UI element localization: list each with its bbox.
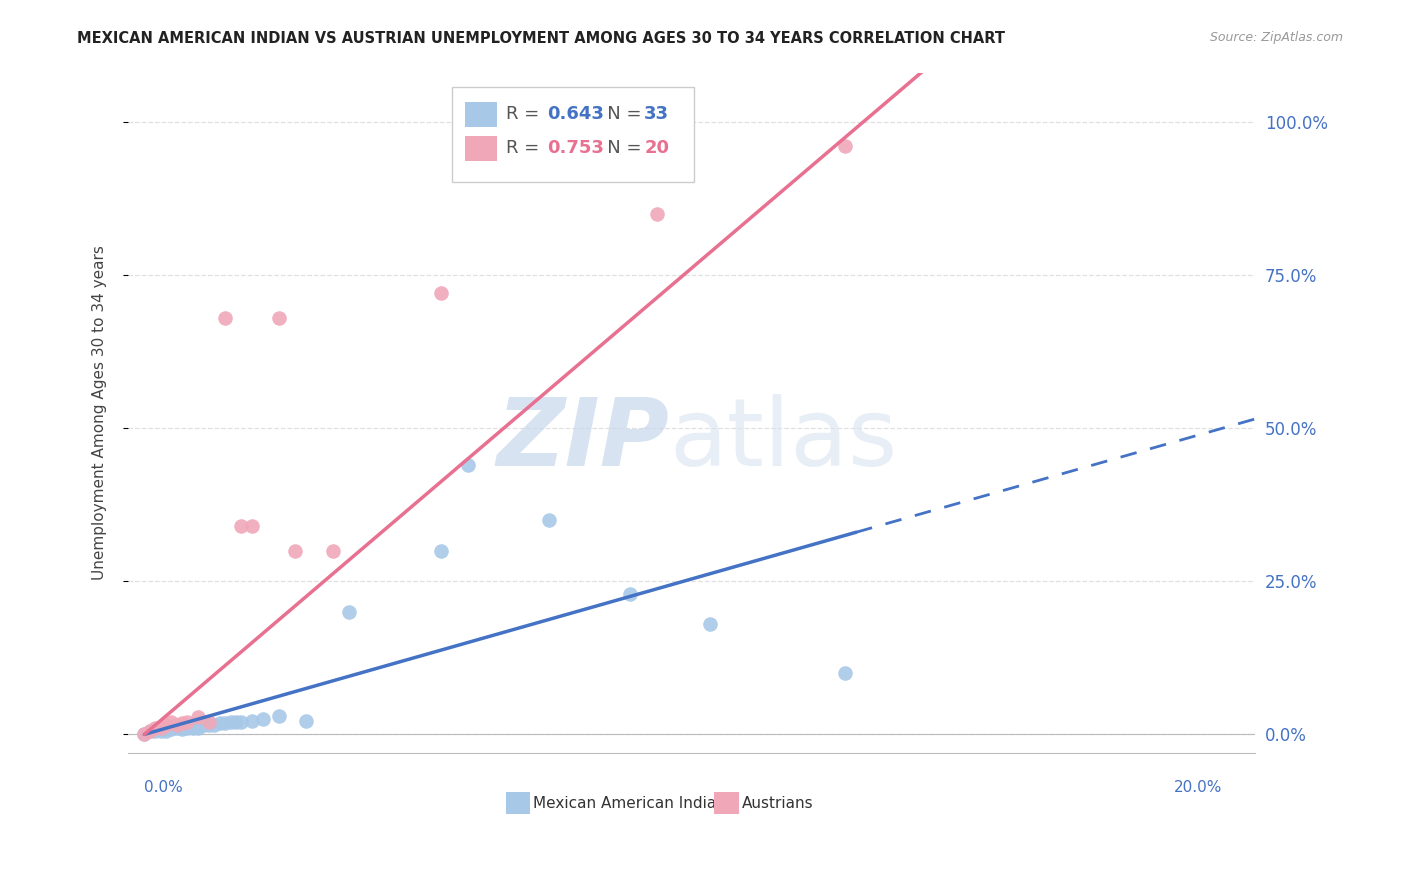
Point <box>166 721 188 735</box>
Point <box>160 721 183 735</box>
Point <box>176 721 198 735</box>
Text: R =: R = <box>506 104 544 123</box>
Point <box>134 727 156 741</box>
Point <box>252 712 274 726</box>
Point <box>219 715 242 730</box>
Point <box>231 519 253 533</box>
Point <box>231 715 253 730</box>
Point <box>138 724 160 739</box>
Text: N =: N = <box>591 104 647 123</box>
Point <box>149 721 172 735</box>
Text: ZIP: ZIP <box>496 394 669 486</box>
Point <box>214 310 236 325</box>
Text: MEXICAN AMERICAN INDIAN VS AUSTRIAN UNEMPLOYMENT AMONG AGES 30 TO 34 YEARS CORRE: MEXICAN AMERICAN INDIAN VS AUSTRIAN UNEM… <box>77 31 1005 46</box>
Text: 33: 33 <box>644 104 669 123</box>
Point <box>269 310 291 325</box>
Point <box>160 723 183 737</box>
Point <box>172 720 194 734</box>
Point <box>198 718 221 732</box>
Text: 0.0%: 0.0% <box>145 780 183 796</box>
Bar <box>465 102 496 128</box>
Point <box>193 718 215 732</box>
Point <box>699 617 721 632</box>
Bar <box>714 792 740 814</box>
Y-axis label: Unemployment Among Ages 30 to 34 years: Unemployment Among Ages 30 to 34 years <box>93 245 107 581</box>
Point <box>187 710 209 724</box>
Point <box>240 519 263 533</box>
Point <box>138 724 160 739</box>
Point <box>337 605 360 619</box>
Text: Source: ZipAtlas.com: Source: ZipAtlas.com <box>1209 31 1343 45</box>
Bar <box>506 792 530 814</box>
Text: 0.753: 0.753 <box>547 139 605 157</box>
Text: 0.643: 0.643 <box>547 104 605 123</box>
Text: 20.0%: 20.0% <box>1174 780 1223 796</box>
Point <box>834 139 856 153</box>
Text: 20: 20 <box>644 139 669 157</box>
FancyBboxPatch shape <box>451 87 693 182</box>
Point <box>457 458 479 472</box>
Point <box>143 724 166 739</box>
Point <box>204 718 226 732</box>
Point <box>208 716 231 731</box>
Point <box>176 715 198 730</box>
Point <box>187 720 209 734</box>
Text: atlas: atlas <box>669 394 897 486</box>
Point <box>284 543 307 558</box>
Point <box>834 666 856 681</box>
Point <box>619 586 641 600</box>
Point <box>269 709 291 723</box>
Point <box>322 543 344 558</box>
Text: Mexican American Indians: Mexican American Indians <box>533 796 734 811</box>
Text: N =: N = <box>591 139 647 157</box>
Point <box>240 714 263 728</box>
Point <box>166 718 188 732</box>
Point <box>143 721 166 735</box>
Point <box>149 724 172 739</box>
Point <box>181 721 204 735</box>
Point <box>645 207 668 221</box>
Point <box>295 714 318 728</box>
Point <box>225 715 247 730</box>
Point <box>134 727 156 741</box>
Point <box>430 286 453 301</box>
Text: R =: R = <box>506 139 544 157</box>
Point <box>155 718 177 732</box>
Point <box>155 724 177 739</box>
Point <box>160 715 183 730</box>
Point <box>430 543 453 558</box>
Point <box>537 513 560 527</box>
Point <box>172 716 194 731</box>
Point <box>172 723 194 737</box>
Bar <box>465 136 496 161</box>
Point <box>187 721 209 735</box>
Point <box>214 716 236 731</box>
Text: Austrians: Austrians <box>742 796 814 811</box>
Point <box>198 715 221 730</box>
